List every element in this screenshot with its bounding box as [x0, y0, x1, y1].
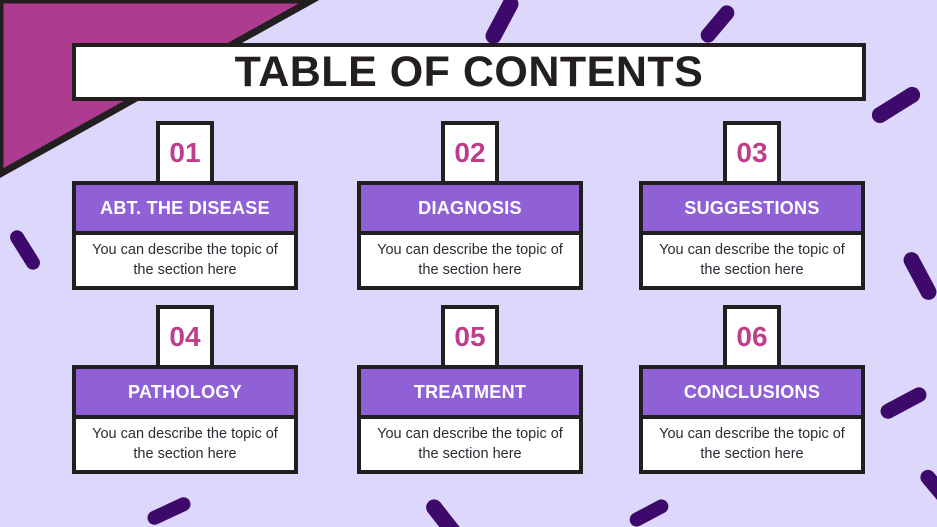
section-description-04: You can describe the topic of the sectio…	[92, 425, 278, 462]
section-number-box-06: 06	[723, 305, 781, 365]
section-number-05: 05	[454, 321, 486, 352]
section-title-bar-05[interactable]: TREATMENT	[357, 365, 583, 419]
section-title-bar-01[interactable]: ABT. THE DISEASE	[72, 181, 298, 235]
section-body-06: You can describe the topic of the sectio…	[639, 419, 865, 474]
section-title-bar-03[interactable]: SUGGESTIONS	[639, 181, 865, 235]
page-title-bar: TABLE OF CONTENTS	[72, 43, 866, 101]
section-title-01: ABT. THE DISEASE	[100, 198, 270, 218]
section-title-bar-04[interactable]: PATHOLOGY	[72, 365, 298, 419]
dash-decoration	[877, 384, 930, 422]
section-number-box-01: 01	[156, 121, 214, 181]
dash-decoration	[145, 494, 193, 527]
section-card-03[interactable]: 03 SUGGESTIONS You can describe the topi…	[639, 121, 865, 290]
section-title-06: CONCLUSIONS	[683, 382, 821, 402]
section-title-bar-06[interactable]: CONCLUSIONS	[639, 365, 865, 419]
dash-decoration	[697, 2, 738, 46]
dash-decoration	[482, 0, 522, 47]
section-title-02: DIAGNOSIS	[418, 198, 522, 218]
dash-decoration	[900, 249, 937, 303]
section-title-03: SUGGESTIONS	[684, 198, 820, 218]
section-description-06: You can describe the topic of the sectio…	[659, 425, 845, 462]
page-title: TABLE OF CONTENTS	[234, 47, 704, 96]
section-number-01: 01	[169, 137, 201, 168]
section-card-05[interactable]: 05 TREATMENT You can describe the topic …	[357, 305, 583, 474]
section-number-04: 04	[169, 321, 201, 352]
dash-decoration	[868, 83, 924, 127]
section-number-box-05: 05	[441, 305, 499, 365]
section-body-02: You can describe the topic of the sectio…	[357, 235, 583, 290]
section-card-01[interactable]: 01 ABT. THE DISEASE You can describe the…	[72, 121, 298, 290]
section-body-05: You can describe the topic of the sectio…	[357, 419, 583, 474]
section-body-04: You can describe the topic of the sectio…	[72, 419, 298, 474]
section-body-03: You can describe the topic of the sectio…	[639, 235, 865, 290]
dash-decoration	[422, 496, 466, 527]
section-number-02: 02	[454, 137, 486, 168]
section-number-box-04: 04	[156, 305, 214, 365]
section-title-05: TREATMENT	[413, 382, 527, 402]
section-description-05: You can describe the topic of the sectio…	[377, 425, 563, 462]
section-description-03: You can describe the topic of the sectio…	[659, 241, 845, 278]
section-card-04[interactable]: 04 PATHOLOGY You can describe the topic …	[72, 305, 298, 474]
section-card-02[interactable]: 02 DIAGNOSIS You can describe the topic …	[357, 121, 583, 290]
section-title-04: PATHOLOGY	[127, 382, 243, 402]
section-title-bar-02[interactable]: DIAGNOSIS	[357, 181, 583, 235]
section-number-box-03: 03	[723, 121, 781, 181]
section-number-06: 06	[736, 321, 768, 352]
dash-decoration	[627, 496, 671, 527]
section-body-01: You can describe the topic of the sectio…	[72, 235, 298, 290]
section-number-box-02: 02	[441, 121, 499, 181]
section-description-01: You can describe the topic of the sectio…	[92, 241, 278, 278]
dash-decoration	[917, 466, 937, 514]
section-description-02: You can describe the topic of the sectio…	[377, 241, 563, 278]
section-number-03: 03	[736, 137, 768, 168]
section-card-06[interactable]: 06 CONCLUSIONS You can describe the topi…	[639, 305, 865, 474]
dash-decoration	[7, 227, 43, 273]
